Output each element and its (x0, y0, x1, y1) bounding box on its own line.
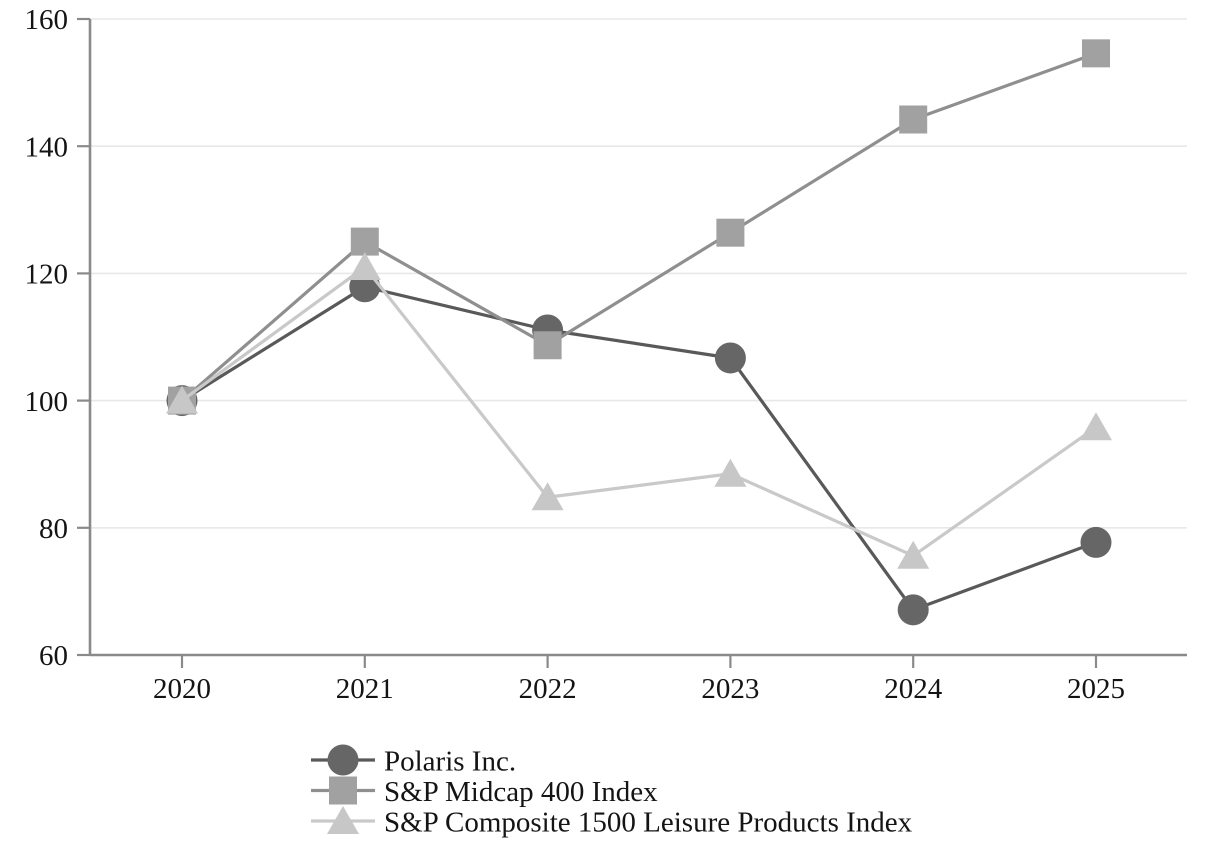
y-tick-label-120: 120 (25, 259, 69, 291)
series-s-p-composite-1500-leisure-products-index (166, 252, 1112, 569)
x-tick-label-2024: 2024 (884, 673, 943, 705)
legend-marker-triangle-s-p-composite-1500-leisure-products-index (327, 806, 359, 834)
marker-circle-polaris-inc-2025 (1080, 526, 1112, 558)
marker-square-s-p-midcap-400-index-2022 (533, 331, 562, 360)
marker-triangle-s-p-composite-1500-leisure-products-index-2024 (897, 540, 930, 569)
y-tick-label-80: 80 (39, 513, 68, 545)
marker-square-s-p-midcap-400-index-2021 (350, 227, 379, 256)
legend-item-polaris-inc: Polaris Inc. (311, 744, 516, 777)
y-axis-ticks: 60 80 100 120 140 160 (25, 4, 90, 672)
y-tick-label-60: 60 (39, 640, 68, 672)
axes (88, 19, 1187, 657)
legend-item-s-p-composite-1500-leisure-products-index: S&P Composite 1500 Leisure Products Inde… (311, 806, 913, 838)
series-line-polaris-inc (180, 285, 1098, 612)
x-tick-label-2023: 2023 (701, 673, 759, 705)
series-line-s-p-midcap-400-index (180, 51, 1098, 403)
marker-square-s-p-midcap-400-index-2025 (1082, 39, 1110, 68)
x-tick-label-2021: 2021 (336, 673, 394, 705)
y-tick-label-160: 160 (25, 4, 69, 36)
legend-label-s-p-midcap-400-index: S&P Midcap 400 Index (384, 776, 658, 808)
gridlines (90, 18, 1187, 529)
series-line-s-p-composite-1500-leisure-products-index (180, 265, 1098, 558)
series-s-p-midcap-400-index (168, 39, 1110, 415)
y-tick-label-100: 100 (25, 386, 69, 418)
marker-triangle-s-p-composite-1500-leisure-products-index-2023 (714, 458, 747, 487)
legend-label-polaris-inc: Polaris Inc. (384, 745, 516, 777)
legend-item-s-p-midcap-400-index: S&P Midcap 400 Index (311, 776, 658, 808)
marker-triangle-s-p-composite-1500-leisure-products-index-2020 (166, 385, 198, 414)
x-tick-label-2025: 2025 (1067, 673, 1125, 705)
y-tick-label-140: 140 (25, 131, 69, 163)
marker-square-s-p-midcap-400-index-2024 (899, 105, 928, 134)
legend-marker-circle-polaris-inc (327, 744, 359, 776)
x-tick-label-2022: 2022 (519, 673, 577, 705)
marker-triangle-s-p-composite-1500-leisure-products-index-2022 (531, 482, 564, 511)
x-tick-label-2020: 2020 (153, 673, 211, 705)
legend-marker-square-s-p-midcap-400-index (329, 776, 357, 805)
series-polaris-inc (166, 271, 1112, 626)
legend-label-s-p-composite-1500-leisure-products-index: S&P Composite 1500 Leisure Products Inde… (384, 806, 913, 838)
marker-circle-polaris-inc-2023 (714, 342, 746, 374)
x-axis-ticks: 2020 2021 2022 2023 2024 2025 (153, 655, 1125, 705)
marker-circle-polaris-inc-2024 (897, 594, 929, 626)
marker-triangle-s-p-composite-1500-leisure-products-index-2025 (1080, 412, 1112, 441)
marker-triangle-s-p-composite-1500-leisure-products-index-2021 (348, 252, 381, 281)
marker-square-s-p-midcap-400-index-2023 (716, 218, 745, 247)
